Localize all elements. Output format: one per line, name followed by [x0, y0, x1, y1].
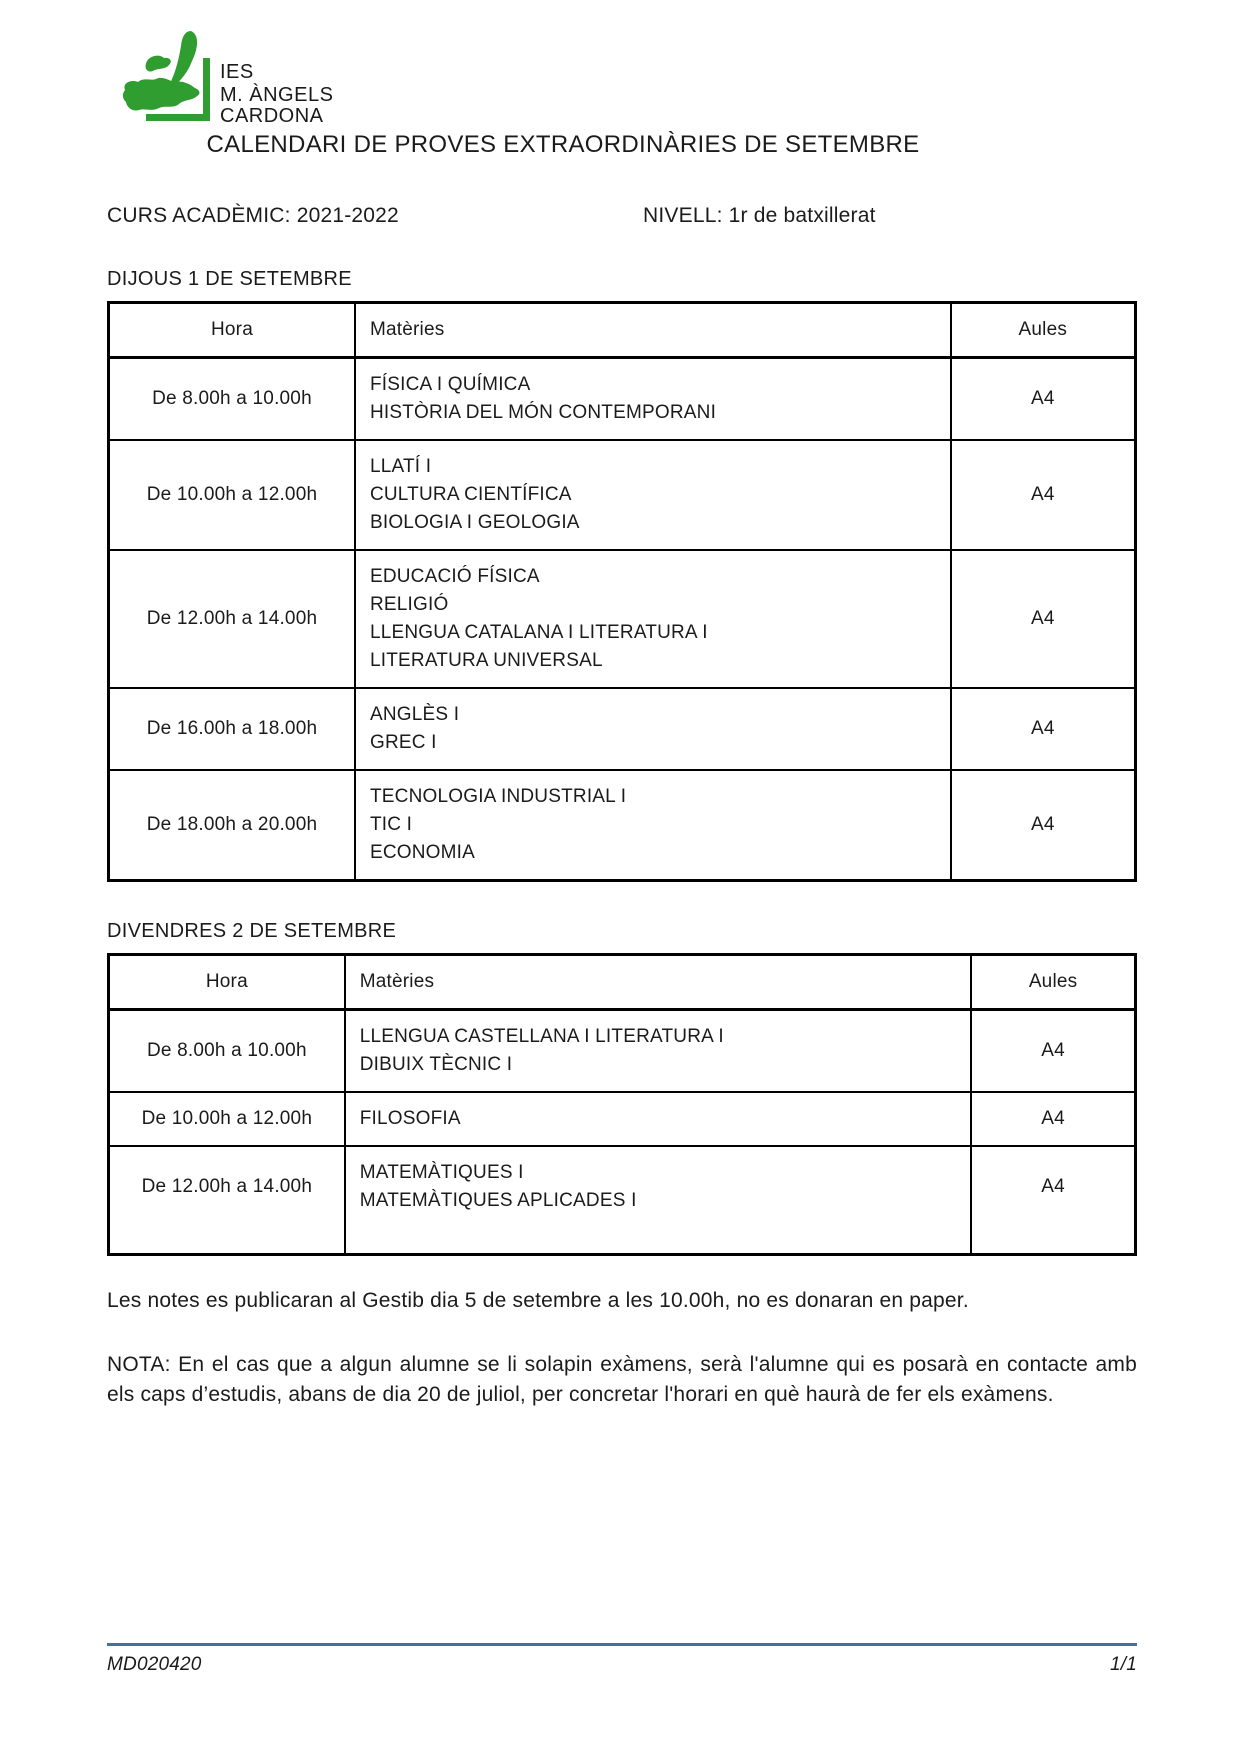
exam-row: De 10.00h a 12.00h FILOSOFIA A4 [107, 1091, 1137, 1147]
exam-day-section: DIVENDRES 2 DE SETEMBRE Hora Matèries Aule… [107, 920, 1137, 1256]
materia-line: TIC I [369, 814, 413, 835]
academic-year-label: CURS ACADÈMIC: 2021-2022 [107, 204, 399, 227]
hora-cell: De 8.00h a 10.00h [107, 1008, 346, 1093]
materia-line: LITERATURA UNIVERSAL [369, 650, 603, 671]
materies-cell: ANGLÈS I GREC I [353, 687, 952, 771]
materies-cell: LLENGUA CASTELLANA I LITERATURA I DIBUIX … [343, 1008, 973, 1093]
page-title: CALENDARI DE PROVES EXTRAORDINÀRIES DE S… [206, 131, 920, 158]
hora-cell: De 16.00h a 18.00h [107, 687, 356, 771]
hora-cell: De 12.00h a 14.00h [107, 549, 356, 689]
aula-cell: A4 [949, 439, 1137, 551]
hora-cell: De 8.00h a 10.00h [107, 356, 356, 441]
exam-table: Hora Matèries Aules De 8.00h a 10.00h LLENG… [107, 953, 1137, 1256]
logo-text-line3: CARDONA [220, 105, 324, 124]
logo-swoosh-shape [171, 31, 198, 86]
materies-cell: MATEMÀTIQUES I MATEMÀTIQUES APLICADES I [343, 1145, 973, 1256]
aula-cell: A4 [970, 1091, 1137, 1147]
materia-line: FÍSICA I QUÍMICA [369, 374, 531, 395]
page-number: 1/1 [1109, 1654, 1137, 1675]
aula-cell: A4 [970, 1008, 1137, 1093]
nota-paragraph: NOTA: En el cas que a algun alumne se li… [107, 1353, 1137, 1406]
column-header-hora: Hora [107, 301, 356, 359]
aula-cell: A4 [949, 356, 1137, 441]
logo-text-line2: M. ÀNGELS [220, 83, 333, 106]
publication-note: Les notes es publicaran al Gestib dia 5 … [107, 1289, 969, 1312]
hora-cell: De 12.00h a 14.00h [107, 1145, 346, 1256]
materia-line: MATEMÀTIQUES APLICADES I [359, 1190, 637, 1211]
column-header-aules: Aules [949, 301, 1137, 359]
materia-line: DIBUIX TÈCNIC I [359, 1054, 513, 1075]
materies-cell: FÍSICA I QUÍMICA HISTÒRIA DEL MÓN CONTEMP… [353, 356, 952, 441]
table-header-row: Hora Matèries Aules [107, 953, 1137, 1011]
hora-cell: De 18.00h a 20.00h [107, 769, 356, 882]
exam-row: De 12.00h a 14.00h EDUCACIÓ FÍSICA RELIGIÓ… [107, 549, 1137, 689]
materia-line: EDUCACIÓ FÍSICA [369, 566, 540, 587]
materies-cell: EDUCACIÓ FÍSICA RELIGIÓ LLENGUA CATALANA I… [353, 549, 952, 689]
materies-cell: LLATÍ I CULTURA CIENTÍFICA BIOLOGIA I GEOL… [353, 439, 952, 551]
aula-cell: A4 [970, 1145, 1137, 1256]
column-header-materies: Matèries [353, 301, 952, 359]
materies-cell: TECNOLOGIA INDUSTRIAL I TIC I ECONOMIA [353, 769, 952, 882]
materia-line: BIOLOGIA I GEOLOGIA [369, 512, 580, 533]
materia-line: RELIGIÓ [369, 594, 449, 615]
sections-host: DIJOUS 1 DE SETEMBRE Hora Matèries Aules D… [107, 268, 1137, 1256]
hora-cell: De 10.00h a 12.00h [107, 1091, 346, 1147]
level-label: NIVELL: 1r de batxillerat [643, 204, 876, 227]
logo-row: IES M. ÀNGELS CARDONA [107, 28, 1137, 127]
materia-line: MATEMÀTIQUES I [359, 1162, 524, 1183]
materia-line: HISTÒRIA DEL MÓN CONTEMPORANI [369, 402, 717, 423]
document-code: MD020420 [107, 1654, 202, 1675]
aula-cell: A4 [949, 549, 1137, 689]
day-heading: DIVENDRES 2 DE SETEMBRE [107, 920, 397, 942]
exam-day-section: DIJOUS 1 DE SETEMBRE Hora Matèries Aules D… [107, 268, 1137, 882]
materia-line: ECONOMIA [369, 842, 476, 863]
logo-bracket-shape [146, 58, 210, 121]
exam-row: De 12.00h a 14.00h MATEMÀTIQUES I MATEMÀTI… [107, 1145, 1137, 1256]
aula-cell: A4 [949, 769, 1137, 882]
aula-cell: A4 [949, 687, 1137, 771]
column-header-aules: Aules [970, 953, 1137, 1011]
materia-line: TECNOLOGIA INDUSTRIAL I [369, 786, 627, 807]
hora-cell: De 10.00h a 12.00h [107, 439, 356, 551]
logo-speck [183, 90, 187, 94]
exam-row: De 8.00h a 10.00h FÍSICA I QUÍMICA HISTÒRI… [107, 356, 1137, 441]
exam-row: De 16.00h a 18.00h ANGLÈS I GREC I A4 [107, 687, 1137, 771]
column-header-hora: Hora [107, 953, 346, 1011]
document-page: IES M. ÀNGELS CARDONA CALENDARI DE PROVE… [107, 28, 1137, 1406]
meta-line: CURS ACADÈMIC: 2021-2022 NIVELL: 1r de b… [107, 202, 1137, 230]
materies-cell: FILOSOFIA [343, 1091, 973, 1147]
materia-line: LLENGUA CASTELLANA I LITERATURA I [359, 1026, 724, 1047]
exam-row: De 10.00h a 12.00h LLATÍ I CULTURA CIENTÍF… [107, 439, 1137, 551]
exam-row: De 18.00h a 20.00h TECNOLOGIA INDUSTRIAL … [107, 769, 1137, 882]
materia-line: LLENGUA CATALANA I LITERATURA I [369, 622, 708, 643]
logo-speck [177, 86, 181, 90]
materia-line: LLATÍ I [369, 456, 432, 477]
page-footer: MD020420 1/1 [107, 1643, 1137, 1677]
column-header-materies: Matèries [343, 953, 973, 1011]
materia-line: CULTURA CIENTÍFICA [369, 484, 572, 505]
logo-blob-shape [145, 55, 171, 72]
table-header-row: Hora Matèries Aules [107, 301, 1137, 359]
exam-row: De 8.00h a 10.00h LLENGUA CASTELLANA I LI… [107, 1008, 1137, 1093]
logo-speck [169, 89, 173, 93]
materia-line: FILOSOFIA [359, 1108, 461, 1129]
logo-text-line1: IES [220, 61, 254, 83]
school-logo-icon: IES M. ÀNGELS CARDONA [122, 31, 333, 127]
exam-table: Hora Matèries Aules De 8.00h a 10.00h FÍSIC… [107, 301, 1137, 882]
day-heading: DIJOUS 1 DE SETEMBRE [107, 268, 352, 290]
logo-island-shape [122, 77, 200, 111]
materia-line: GREC I [369, 732, 437, 753]
materia-line: ANGLÈS I [369, 704, 460, 725]
